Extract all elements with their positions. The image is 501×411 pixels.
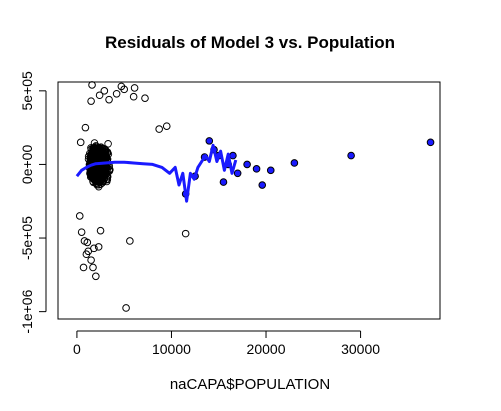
- outlier-point: [89, 263, 97, 272]
- highlighted-point: [347, 151, 355, 160]
- x-tick-label: 20000: [247, 341, 286, 357]
- outlier-point: [83, 238, 92, 247]
- highlighted-point: [229, 151, 237, 160]
- outlier-point: [79, 263, 88, 272]
- outlier-point: [94, 243, 103, 251]
- highlighted-point: [252, 165, 261, 173]
- residual-point: [90, 144, 99, 153]
- outlier-point: [100, 87, 109, 95]
- residual-point: [93, 168, 101, 177]
- smoother-path: [75, 143, 238, 203]
- outlier-point: [122, 304, 130, 312]
- highlighted-point: [266, 166, 275, 175]
- x-axis-label: naCAPA$POPULATION: [170, 376, 330, 393]
- highlighted-point: [290, 159, 299, 167]
- x-tick-label: 30000: [341, 341, 380, 357]
- y-axis: -1e+06 -5e+05 0e+00 5e+05: [19, 71, 47, 334]
- x-tick-label: 10000: [152, 341, 191, 357]
- highlighted-point: [258, 181, 267, 189]
- chart-title: Residuals of Model 3 vs. Population: [105, 33, 395, 52]
- highlighted-point: [233, 169, 242, 178]
- smoother-line: [75, 143, 238, 203]
- outlier-point: [162, 122, 171, 130]
- outlier-point: [141, 94, 149, 102]
- outlier-point: [87, 97, 95, 105]
- x-axis: 0 10000 20000 30000: [73, 330, 380, 357]
- residual-point: [101, 152, 110, 161]
- outlier-point: [95, 91, 104, 100]
- outlier-point: [105, 95, 113, 104]
- highlighted-point: [243, 160, 251, 169]
- outlier-point: [87, 256, 95, 264]
- highlighted-point: [426, 138, 435, 147]
- y-tick-label: 0e+00: [19, 145, 35, 185]
- outlier-point: [126, 237, 134, 245]
- highlighted-point: [205, 137, 214, 145]
- outlier-point: [90, 244, 98, 253]
- outlier-point: [181, 229, 190, 238]
- outlier-point: [130, 84, 139, 92]
- outlier-point: [155, 125, 163, 133]
- outlier-point: [77, 228, 86, 236]
- y-tick-label: 5e+05: [19, 71, 35, 111]
- residual-point: [100, 153, 109, 162]
- y-tick-label: -1e+06: [19, 289, 35, 333]
- outlier-point: [96, 226, 105, 235]
- outlier-point: [92, 272, 100, 281]
- outlier-point: [129, 92, 138, 101]
- outlier-points: [75, 81, 190, 312]
- outlier-point: [75, 212, 84, 220]
- residual-point: [104, 140, 112, 148]
- highlighted-points: [181, 137, 435, 198]
- outlier-point: [88, 81, 96, 89]
- residual-point-cloud: [84, 139, 114, 191]
- outlier-point: [112, 89, 121, 98]
- highlighted-point: [219, 178, 228, 186]
- outlier-point: [120, 85, 128, 94]
- plot-area-frame: [57, 81, 441, 320]
- outlier-point: [76, 138, 85, 147]
- x-tick-label: 0: [73, 341, 81, 357]
- residual-point: [93, 148, 101, 157]
- y-tick-label: -5e+05: [19, 216, 35, 260]
- outlier-point: [81, 123, 90, 132]
